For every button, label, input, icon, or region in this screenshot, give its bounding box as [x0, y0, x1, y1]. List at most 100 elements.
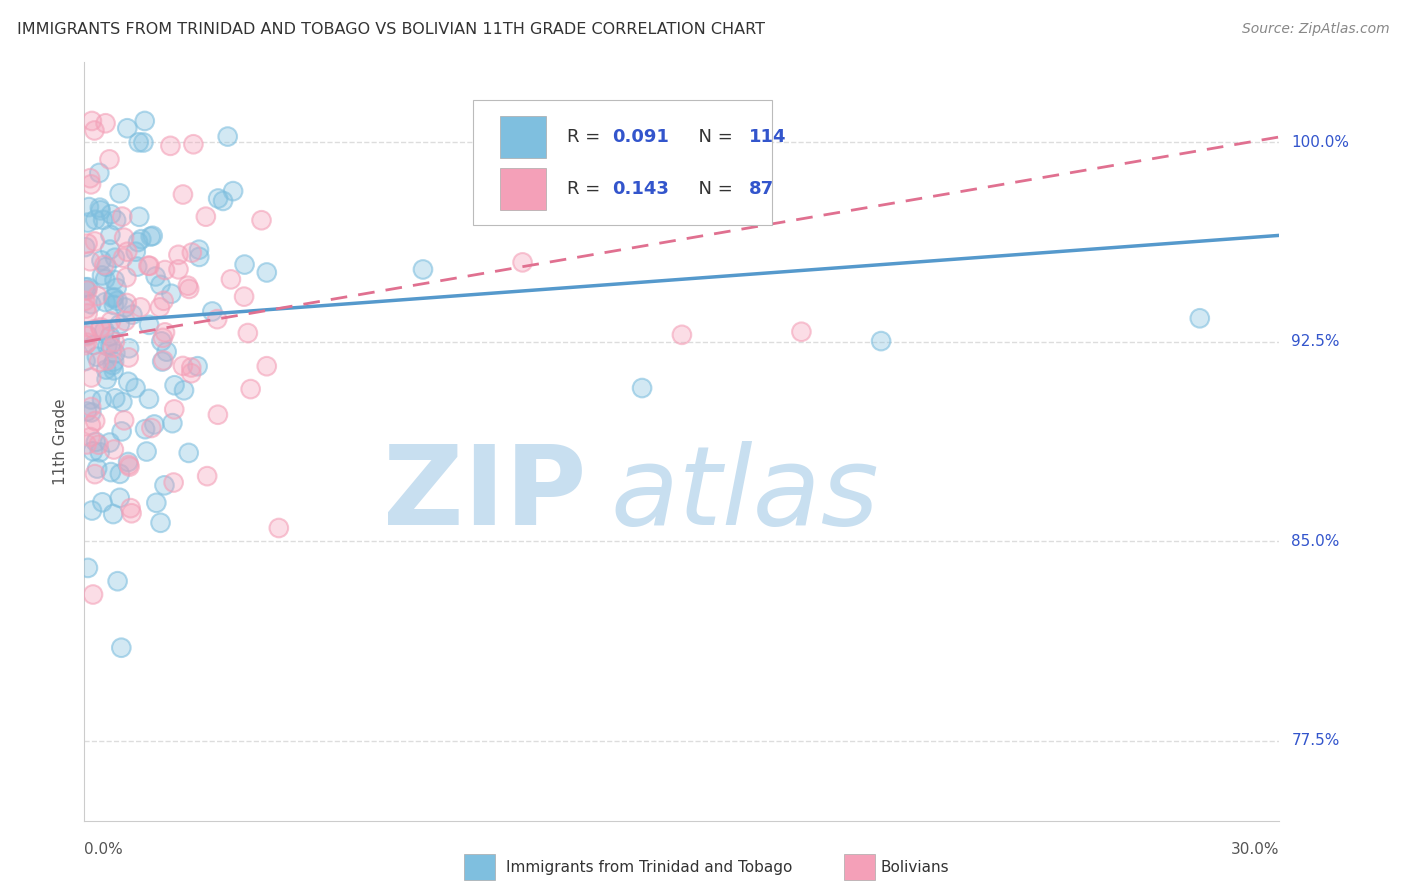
Point [90, 321, 112, 335]
Point [76, 284, 98, 298]
Point [143, 417, 166, 432]
Point [177, 278, 200, 293]
Point [870, 334, 893, 348]
Point [188, 250, 211, 264]
Point [108, 491, 131, 505]
Point [105, 281, 128, 295]
Point [790, 325, 813, 339]
Point [110, 640, 132, 655]
Text: N =: N = [686, 180, 738, 198]
Point [128, 136, 150, 150]
Point [233, 258, 256, 272]
Point [100, 465, 122, 479]
Point [75, 293, 97, 308]
Point [167, 262, 190, 277]
Point [138, 259, 160, 273]
Point [83, 322, 105, 336]
Point [134, 114, 156, 128]
Text: atlas: atlas [610, 442, 879, 548]
Point [201, 304, 224, 318]
Point [267, 521, 290, 535]
Point [115, 296, 138, 310]
Point [96, 353, 118, 368]
Point [187, 359, 209, 374]
Point [104, 251, 127, 265]
Point [91, 212, 114, 227]
Point [163, 378, 186, 392]
Point [75, 283, 97, 297]
Point [412, 262, 434, 277]
FancyBboxPatch shape [472, 100, 772, 226]
Point [118, 351, 141, 365]
Point [121, 308, 143, 322]
Point [112, 251, 135, 265]
Point [108, 186, 131, 201]
Point [138, 318, 160, 332]
Point [79, 430, 101, 444]
Point [107, 293, 129, 308]
Point [115, 270, 138, 285]
Point [76, 236, 98, 251]
Text: Immigrants from Trinidad and Tobago: Immigrants from Trinidad and Tobago [506, 860, 793, 874]
Point [180, 366, 202, 380]
Point [89, 166, 111, 180]
Point [86, 289, 108, 303]
Point [83, 235, 105, 249]
Point [233, 290, 256, 304]
Text: 100.0%: 100.0% [1292, 135, 1350, 150]
Point [96, 353, 118, 368]
Point [112, 413, 135, 427]
Point [75, 301, 97, 316]
Point [141, 421, 163, 435]
Point [76, 327, 98, 342]
Point [142, 228, 165, 243]
Point [135, 444, 157, 458]
Point [83, 467, 105, 482]
Point [150, 334, 173, 349]
Point [124, 381, 146, 395]
Point [162, 416, 184, 430]
Point [207, 192, 229, 206]
Point [121, 308, 143, 322]
Point [87, 438, 110, 452]
Point [159, 139, 181, 153]
Point [76, 335, 98, 350]
Point [162, 475, 184, 490]
Point [167, 248, 190, 262]
Point [90, 203, 112, 218]
Point [91, 495, 114, 509]
Point [76, 280, 98, 294]
Point [91, 268, 114, 283]
Text: 0.0%: 0.0% [84, 842, 124, 857]
Point [98, 435, 121, 450]
Point [94, 116, 117, 130]
Point [156, 344, 179, 359]
Point [93, 258, 115, 272]
Point [117, 455, 139, 469]
Point [79, 254, 101, 268]
Point [172, 359, 194, 373]
Point [188, 250, 211, 264]
Point [76, 216, 98, 230]
Point [80, 405, 103, 419]
Point [103, 442, 125, 457]
Text: 0.091: 0.091 [613, 128, 669, 146]
Point [141, 421, 163, 435]
Point [114, 314, 136, 328]
Point [103, 507, 125, 521]
Point [120, 501, 142, 516]
Point [90, 253, 112, 268]
Point [108, 491, 131, 505]
Point [111, 395, 134, 409]
Point [149, 277, 172, 292]
Point [103, 298, 125, 312]
Point [93, 258, 115, 272]
Point [105, 281, 128, 295]
Point [172, 187, 194, 202]
Point [112, 230, 135, 244]
Point [76, 335, 98, 350]
Point [152, 331, 174, 345]
Point [152, 353, 174, 368]
Point [125, 244, 148, 259]
Point [163, 402, 186, 417]
